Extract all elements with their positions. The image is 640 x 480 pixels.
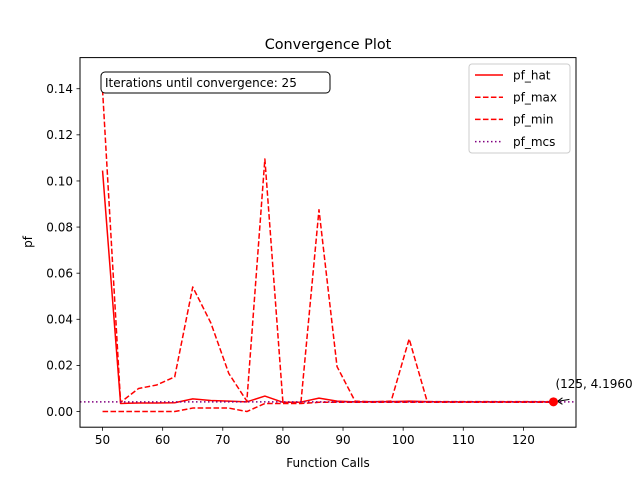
y-axis: 0.00 0.02 0.04 0.06 0.08 0.10 0.12 0.14: [46, 82, 80, 419]
y-axis-label: pf: [21, 235, 35, 248]
convergence-annotation-text: Iterations until convergence: 25: [105, 76, 297, 90]
y-tick-label: 0.14: [46, 82, 73, 96]
legend-label-pf-hat: pf_hat: [513, 68, 551, 82]
x-tick-label: 70: [215, 433, 230, 447]
x-tick-label: 110: [452, 433, 475, 447]
x-tick-label: 90: [335, 433, 350, 447]
legend-frame: [468, 63, 571, 154]
x-tick-label: 100: [392, 433, 415, 447]
x-tick-label: 50: [95, 433, 110, 447]
legend: pf_hat pf_max pf_min pf_mcs: [468, 63, 571, 154]
convergence-annotation-box: Iterations until convergence: 25: [100, 71, 331, 94]
final-point-annotation: (125, 4.1960: [555, 377, 632, 391]
plot-frame: [79, 57, 577, 428]
y-tick-label: 0.12: [46, 128, 73, 142]
y-tick-label: 0.00: [46, 405, 73, 419]
y-tick-label: 0.06: [46, 266, 73, 280]
chart-title: Convergence Plot: [265, 37, 392, 53]
legend-label-pf-max: pf_max: [513, 91, 557, 105]
x-axis: 50 60 70 80 90 100 110 120: [95, 427, 535, 447]
y-tick-label: 0.02: [46, 359, 73, 373]
x-tick-label: 60: [155, 433, 170, 447]
y-tick-label: 0.04: [46, 313, 73, 327]
x-tick-label: 120: [512, 433, 535, 447]
y-tick-label: 0.08: [46, 220, 73, 234]
y-tick-label: 0.10: [46, 174, 73, 188]
final-point-marker: [548, 397, 558, 407]
x-axis-label: Function Calls: [286, 456, 370, 470]
x-tick-label: 80: [275, 433, 290, 447]
annotation-arrow: [557, 398, 570, 402]
legend-label-pf-mcs: pf_mcs: [513, 135, 555, 149]
legend-label-pf-min: pf_min: [513, 113, 553, 127]
